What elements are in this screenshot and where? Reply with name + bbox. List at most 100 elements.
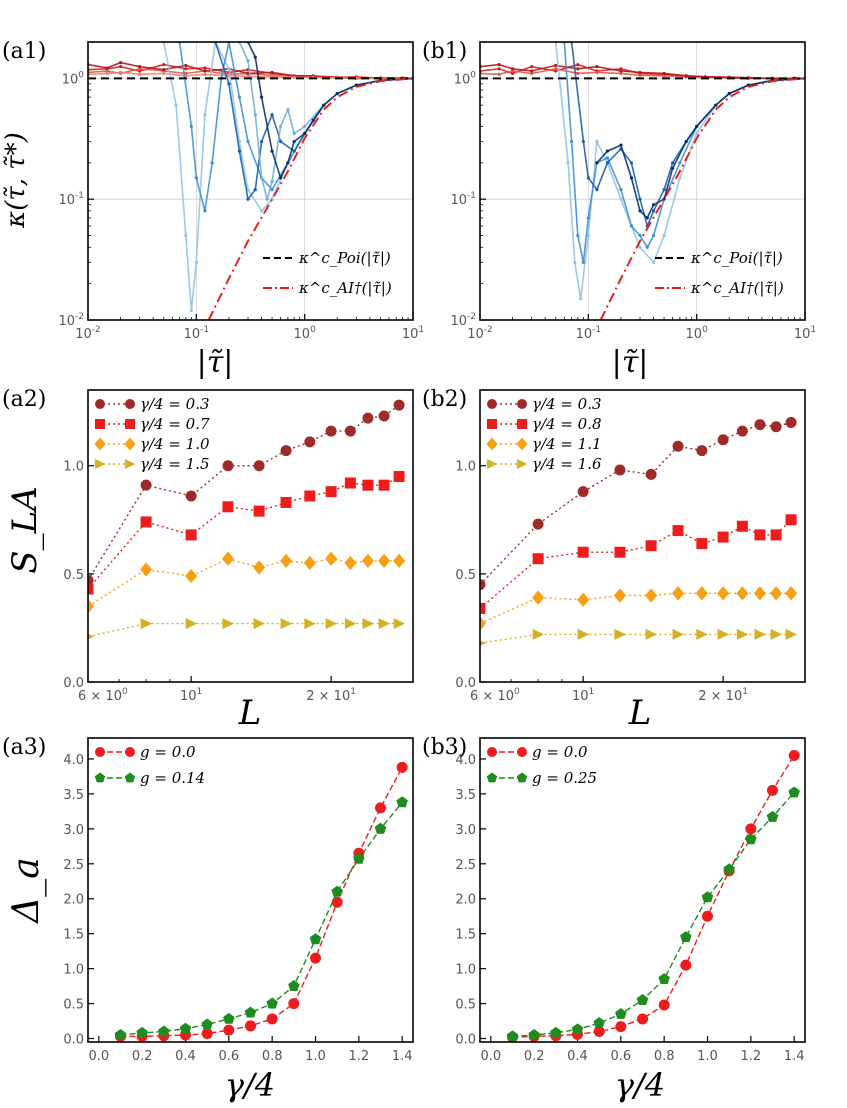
data-point bbox=[88, 574, 94, 586]
data-point bbox=[554, 63, 558, 68]
x-tick-label: 1.4 bbox=[784, 1049, 805, 1064]
legend-marker bbox=[95, 459, 106, 469]
data-point bbox=[138, 65, 142, 69]
data-point bbox=[662, 74, 666, 78]
data-point bbox=[754, 419, 766, 431]
data-point bbox=[745, 823, 757, 835]
data-point bbox=[303, 555, 316, 571]
x-tick-label: 100 bbox=[686, 325, 709, 342]
y-tick-label: 0.0 bbox=[455, 1033, 476, 1048]
series-line-8 bbox=[247, 42, 413, 181]
data-point bbox=[201, 1028, 213, 1040]
y-tick-label: 10-2 bbox=[58, 312, 84, 329]
data-point bbox=[292, 75, 296, 79]
data-point bbox=[638, 70, 642, 75]
data-point bbox=[736, 425, 748, 437]
data-point bbox=[645, 245, 649, 249]
data-point bbox=[680, 959, 692, 971]
data-point bbox=[595, 139, 599, 144]
data-point bbox=[593, 1026, 605, 1038]
data-point bbox=[119, 65, 123, 69]
data-point bbox=[136, 1026, 148, 1038]
data-point bbox=[645, 468, 657, 480]
data-point bbox=[788, 749, 800, 761]
data-point bbox=[684, 74, 688, 78]
data-point bbox=[528, 1029, 540, 1040]
data-point bbox=[222, 501, 234, 513]
axes-frame bbox=[479, 389, 806, 683]
data-point bbox=[265, 197, 269, 201]
data-point bbox=[767, 784, 778, 796]
data-point bbox=[280, 618, 293, 630]
data-point bbox=[576, 67, 580, 71]
plot-area-a1 bbox=[88, 42, 413, 320]
data-point bbox=[636, 994, 649, 1005]
data-point bbox=[179, 1022, 192, 1034]
data-point bbox=[270, 70, 274, 75]
data-point bbox=[270, 113, 274, 117]
data-point bbox=[162, 68, 166, 72]
data-point bbox=[222, 460, 234, 472]
data-point bbox=[480, 579, 486, 591]
data-point bbox=[280, 445, 292, 457]
data-point bbox=[288, 980, 300, 991]
y-tick-label: 2.0 bbox=[63, 893, 84, 908]
series-line-0 bbox=[120, 767, 403, 1038]
legend-label: g = 0.0 bbox=[532, 743, 588, 761]
panel-label: (a2) bbox=[2, 387, 46, 412]
x-tick-label: 10-2 bbox=[467, 325, 493, 342]
data-point bbox=[221, 551, 235, 566]
data-point bbox=[189, 124, 193, 129]
data-point bbox=[362, 412, 374, 424]
data-point bbox=[270, 149, 274, 153]
data-point bbox=[335, 91, 339, 96]
data-point bbox=[140, 516, 152, 528]
reference-line-1 bbox=[207, 77, 413, 320]
legend-marker bbox=[94, 772, 106, 783]
y-tick-label: 0.5 bbox=[455, 568, 476, 583]
data-point bbox=[138, 69, 142, 73]
data-point bbox=[581, 139, 585, 144]
data-point bbox=[184, 63, 188, 68]
legend-marker bbox=[516, 437, 528, 451]
x-tick-label: 10-1 bbox=[576, 325, 602, 342]
legend-marker bbox=[95, 747, 105, 757]
data-point bbox=[770, 586, 783, 601]
data-point bbox=[292, 131, 296, 136]
data-point bbox=[595, 65, 599, 69]
data-point bbox=[672, 628, 685, 640]
y-tick-label: 4.0 bbox=[455, 753, 476, 768]
axes-frame bbox=[87, 389, 414, 683]
data-point bbox=[629, 176, 634, 180]
data-point bbox=[309, 933, 322, 945]
data-point bbox=[745, 833, 757, 845]
data-point bbox=[480, 640, 487, 646]
data-point bbox=[614, 546, 626, 558]
data-point bbox=[201, 1018, 213, 1030]
data-point bbox=[696, 628, 708, 640]
data-point bbox=[678, 176, 682, 180]
data-point bbox=[672, 525, 684, 537]
panel-label: (b2) bbox=[422, 387, 467, 412]
x-tick-label: 6 × 100 bbox=[78, 687, 128, 704]
data-point bbox=[185, 618, 198, 630]
series-line-0 bbox=[480, 421, 792, 586]
data-point bbox=[605, 161, 610, 165]
y-tick-label: 1.0 bbox=[63, 963, 84, 978]
data-point bbox=[497, 72, 501, 76]
data-point bbox=[532, 553, 544, 565]
x-tick-label: 0.6 bbox=[218, 1049, 239, 1064]
legend-marker bbox=[125, 419, 135, 429]
data-point bbox=[185, 568, 198, 584]
plot-area-a3 bbox=[114, 761, 408, 1042]
y-tick-label: 2.0 bbox=[455, 893, 476, 908]
data-point bbox=[270, 188, 274, 192]
legend-marker bbox=[487, 399, 497, 409]
data-point bbox=[393, 471, 405, 483]
data-point bbox=[259, 139, 264, 144]
data-point bbox=[532, 590, 545, 605]
data-point bbox=[577, 546, 589, 558]
legend-marker bbox=[125, 747, 135, 757]
data-point bbox=[88, 583, 94, 595]
series-line-4 bbox=[162, 42, 413, 311]
